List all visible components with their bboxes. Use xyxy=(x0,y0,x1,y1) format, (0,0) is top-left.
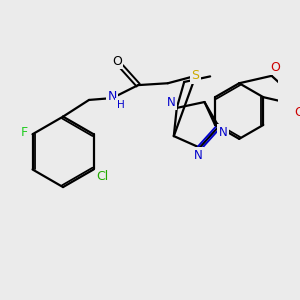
Text: O: O xyxy=(295,106,300,119)
Text: H: H xyxy=(117,100,124,110)
Text: O: O xyxy=(112,55,122,68)
Text: Cl: Cl xyxy=(97,170,109,183)
Text: N: N xyxy=(167,96,176,109)
Text: O: O xyxy=(270,61,280,74)
Text: N: N xyxy=(219,126,228,139)
Text: S: S xyxy=(192,69,200,82)
Text: N: N xyxy=(194,148,202,161)
Text: F: F xyxy=(21,126,28,139)
Text: N: N xyxy=(107,90,117,103)
